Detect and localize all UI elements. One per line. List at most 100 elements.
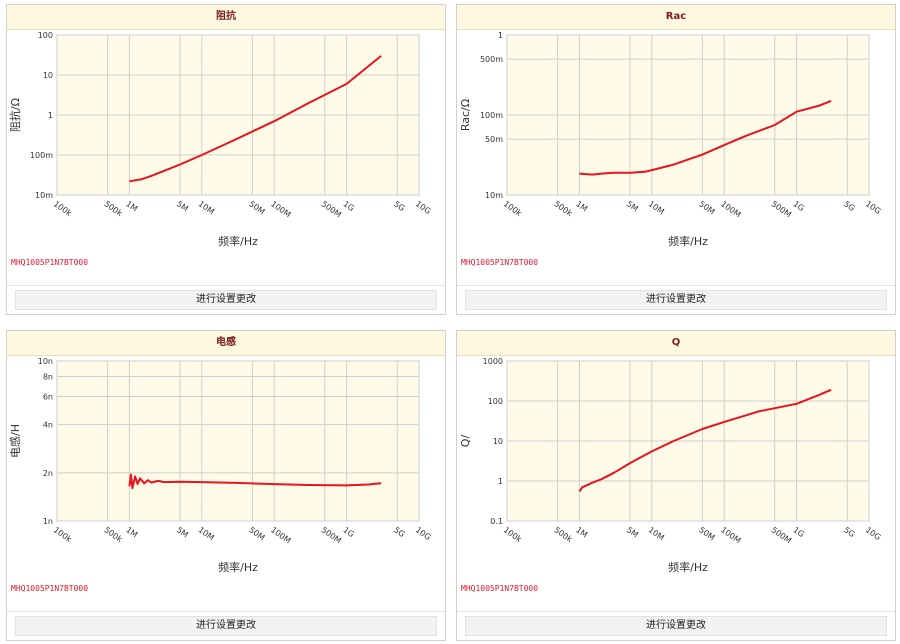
x-tick-label: 10M [197,525,216,542]
x-tick-label: 5M [175,525,190,539]
x-tick-label: 1M [124,199,139,213]
y-tick-label: 10m [35,191,53,200]
impedance-chart-panel: 阻抗 100k 500k 1M 5M 10M 50M 100M 500M 1G 5G 10G 10m 1… [6,4,446,315]
chart-title: 阻抗 [7,5,445,30]
x-tick-label: 5M [625,525,640,539]
panel-footer: 进行设置更改 [457,285,895,314]
settings-change-button[interactable]: 进行设置更改 [465,290,887,310]
x-tick-label: 5G [392,525,406,539]
x-tick-label: 10G [864,199,883,216]
settings-change-button[interactable]: 进行设置更改 [15,616,437,636]
x-tick-label: 5M [175,199,190,213]
part-number-label: MHQ1005P1N7BT000 [461,258,539,267]
x-tick-label: 500k [552,525,574,544]
x-tick-label: 500M [770,199,793,219]
x-tick-label: 100M [269,525,292,545]
y-tick-label: 6n [43,392,53,401]
x-tick-label: 50M [247,525,266,542]
part-number-label: MHQ1005P1N7BT000 [461,584,539,593]
data-series-line [579,99,832,176]
part-number-label: MHQ1005P1N7BT000 [11,584,89,593]
y-tick-label: 100 [488,397,503,406]
x-tick-label: 10M [647,525,666,542]
x-tick-label: 500k [102,199,124,218]
x-tick-label: 100k [52,525,74,544]
x-tick-label: 1M [124,525,139,539]
x-tick-label: 5M [625,199,640,213]
y-axis-label: Rac/Ω [459,99,472,131]
x-tick-label: 50M [697,525,716,542]
x-tick-label: 5G [842,525,856,539]
y-tick-label: 0.1 [490,517,503,526]
rac-chart-panel: Rac 100k 500k 1M 5M 10M 50M 100M 500M 1G 5G 10G 10m… [456,4,896,315]
x-tick-label: 500k [102,525,124,544]
y-axis-label: 电感/H [9,424,22,458]
y-tick-label: 1 [498,477,503,486]
chart-title: 电感 [7,331,445,356]
y-tick-label: 50m [485,135,503,144]
q-chart-panel: Q 100k 500k 1M 5M 10M 50M 100M 500M 1G 5G 10G 0.1 1 1… [456,330,896,641]
y-tick-label: 2n [43,469,53,478]
y-tick-label: 10m [485,191,503,200]
x-tick-label: 500M [320,525,343,545]
settings-change-button[interactable]: 进行设置更改 [465,616,887,636]
y-tick-label: 100m [30,151,53,160]
x-tick-label: 1M [574,199,589,213]
data-series-line [128,473,382,490]
y-tick-label: 100 [38,31,53,40]
x-tick-label: 10M [647,199,666,216]
x-tick-label: 50M [697,199,716,216]
y-tick-label: 10n [38,357,53,366]
x-tick-label: 5G [392,199,406,213]
y-tick-label: 1000 [483,357,503,366]
x-axis-label: 频率/Hz [668,234,708,248]
inductance-chart-panel: 电感 100k 500k 1M 5M 10M 50M 100M 500M 1G 5G 10G 1n 2n… [6,330,446,641]
x-tick-label: 500k [552,199,574,218]
x-tick-label: 100M [719,199,742,219]
y-axis-label: Q/ [459,435,472,448]
panel-footer: 进行设置更改 [457,611,895,640]
y-tick-label: 1n [43,517,53,526]
x-axis-label: 频率/Hz [668,560,708,574]
y-tick-label: 1 [48,111,53,120]
y-axis-label: 阻抗/Ω [8,98,22,132]
x-axis-label: 频率/Hz [218,560,258,574]
x-axis-label: 频率/Hz [218,234,258,248]
x-tick-label: 1G [791,525,805,539]
y-tick-label: 10 [493,437,503,446]
data-series-line [129,55,382,183]
x-tick-label: 100k [502,199,524,218]
settings-change-button[interactable]: 进行设置更改 [15,290,437,310]
panel-footer: 进行设置更改 [7,611,445,640]
part-number-label: MHQ1005P1N7BT000 [11,258,89,267]
chart-title: Rac [457,5,895,30]
x-tick-label: 100k [52,199,74,218]
x-tick-label: 1G [341,525,355,539]
x-tick-label: 10G [414,199,433,216]
chart-title: Q [457,331,895,356]
x-tick-label: 10G [414,525,433,542]
x-tick-label: 1G [791,199,805,213]
y-tick-label: 500m [480,55,503,64]
x-tick-label: 1G [341,199,355,213]
x-tick-label: 1M [574,525,589,539]
x-tick-label: 100k [502,525,524,544]
x-tick-label: 10M [197,199,216,216]
x-tick-label: 100M [719,525,742,545]
x-tick-label: 500M [770,525,793,545]
panel-footer: 进行设置更改 [7,285,445,314]
y-tick-label: 10 [43,71,53,80]
plot-area [56,360,420,522]
x-tick-label: 50M [247,199,266,216]
y-tick-label: 4n [43,421,53,430]
y-tick-label: 8n [43,373,53,382]
y-tick-label: 100m [480,111,503,120]
x-tick-label: 5G [842,199,856,213]
x-tick-label: 500M [320,199,343,219]
y-tick-label: 1 [498,31,503,40]
x-tick-label: 100M [269,199,292,219]
